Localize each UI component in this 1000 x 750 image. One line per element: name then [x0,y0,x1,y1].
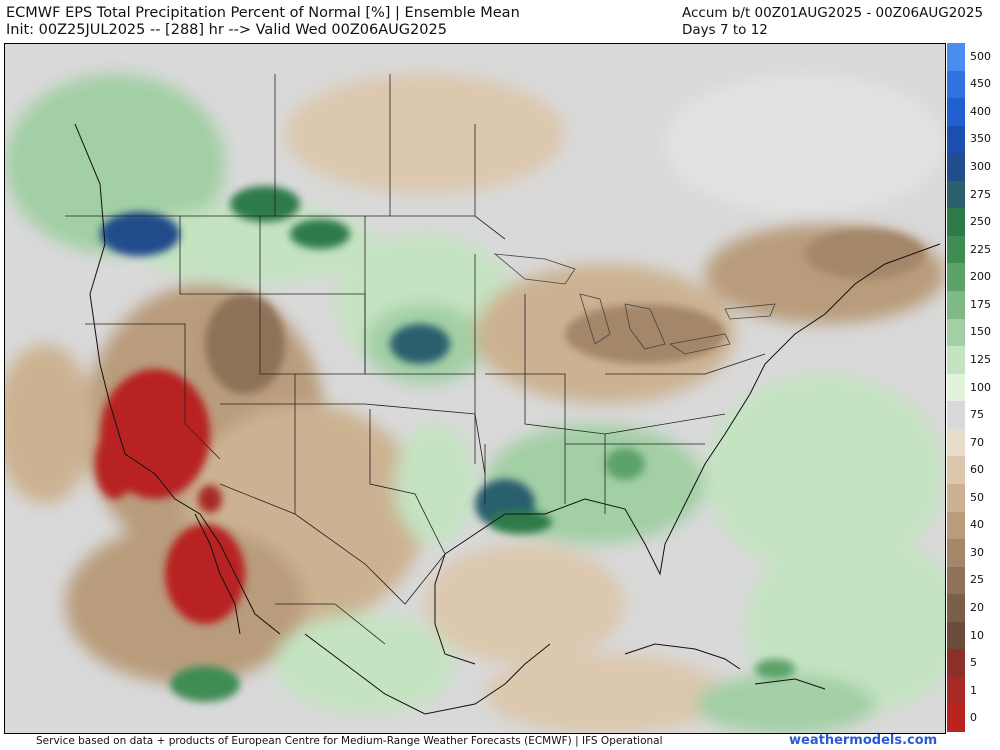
colorbar-segment [947,373,965,402]
accumulation-period: Accum b/t 00Z01AUG2025 - 00Z06AUG2025 [682,5,984,21]
colorbar-label: 200 [970,270,991,284]
colorbar-segment [947,428,965,457]
colorbar-label: 5 [970,656,977,670]
colorbar-label: 30 [970,545,984,559]
precip-field [5,74,945,733]
init-valid-line: Init: 00Z25JUL2025 -- [288] hr --> Valid… [6,22,447,38]
colorbar-segment [947,511,965,540]
forecast-days: Days 7 to 12 [682,22,768,38]
colorbar-segment [947,594,965,623]
colorbar-segment [947,621,965,650]
colorbar-label: 350 [970,132,991,146]
colorbar-segment [947,263,965,292]
precipitation-map [4,43,946,734]
colorbar-label: 175 [970,297,991,311]
colorbar-segment [947,539,965,568]
colorbar-label: 10 [970,628,984,642]
colorbar-label: 275 [970,187,991,201]
colorbar-label: 150 [970,325,991,339]
colorbar-label: 50 [970,490,984,504]
colorbar-segment [947,98,965,127]
colorbar [947,43,965,733]
colorbar-label: 75 [970,408,984,422]
colorbar-segment [947,291,965,320]
colorbar-segment [947,180,965,209]
colorbar-label: 20 [970,600,984,614]
colorbar-segment [947,704,965,733]
map-canvas [5,44,945,733]
colorbar-segment [947,208,965,237]
colorbar-segment [947,70,965,99]
colorbar-label: 450 [970,77,991,91]
colorbar-label: 500 [970,49,991,63]
colorbar-segment [947,153,965,182]
data-credit: Service based on data + products of Euro… [36,735,663,747]
colorbar-label: 1 [970,683,977,697]
colorbar-label: 400 [970,104,991,118]
colorbar-segment [947,676,965,705]
colorbar-segment [947,235,965,264]
colorbar-label: 100 [970,380,991,394]
state-borders [65,74,766,645]
colorbar-segment [947,318,965,347]
colorbar-label: 25 [970,573,984,587]
colorbar-label: 300 [970,160,991,174]
colorbar-label: 60 [970,463,984,477]
site-link[interactable]: weathermodels.com [789,733,938,748]
precip-cores [95,186,925,702]
colorbar-segment [947,401,965,430]
map-title: ECMWF EPS Total Precipitation Percent of… [6,5,520,21]
colorbar-label: 70 [970,435,984,449]
colorbar-label: 125 [970,352,991,366]
colorbar-label: 225 [970,242,991,256]
colorbar-segment [947,125,965,154]
colorbar-segment [947,456,965,485]
colorbar-label: 0 [970,711,977,725]
coastlines [74,123,941,715]
colorbar-label: 40 [970,518,984,532]
colorbar-segment [947,483,965,512]
colorbar-segment [947,43,965,72]
colorbar-segment [947,346,965,375]
colorbar-segment [947,649,965,678]
colorbar-segment [947,566,965,595]
colorbar-label: 250 [970,215,991,229]
lakes [493,253,776,355]
